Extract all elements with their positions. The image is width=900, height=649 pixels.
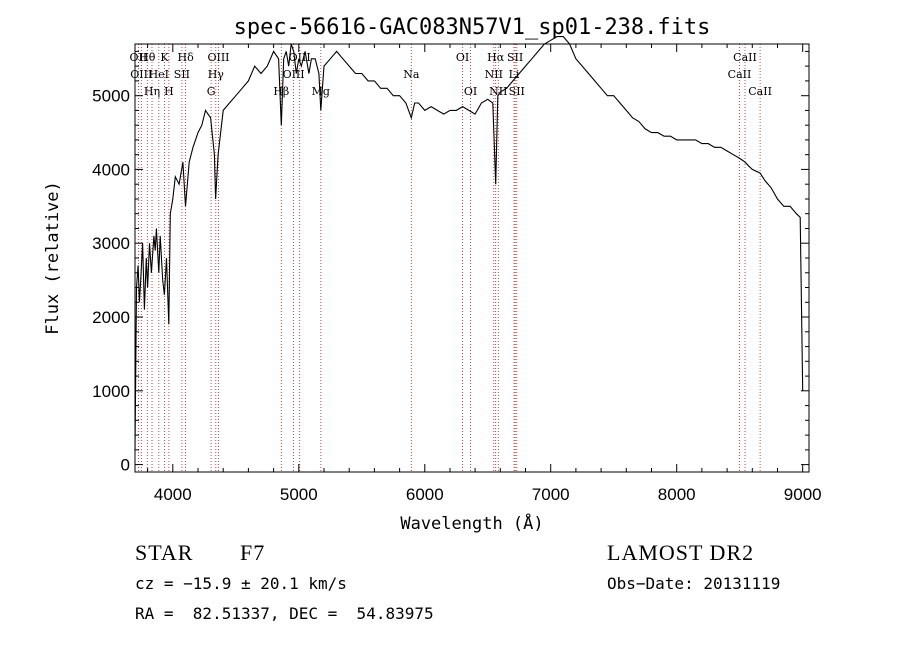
y-axis: 0 1000 2000 3000 4000 5000 [92,50,809,475]
line-label-2: Hδ [177,51,194,64]
x-axis: 4000 5000 6000 7000 8000 9000 [147,44,822,504]
ra-dec-coordinates: RA = 82.51337, DEC = 54.83975 [135,604,434,623]
line-label-14: Na [403,68,420,81]
line-label-11: SII [174,68,190,81]
y-tick-label-2000: 2000 [92,308,130,327]
redshift-cz: cz = −15.9 ± 20.1 km/s [135,574,347,593]
object-class: STAR [135,540,194,565]
line-label-15: NII [485,68,503,81]
x-tick-label-7000: 7000 [532,485,570,504]
line-label-20: H [164,85,174,98]
line-label-1: K [160,51,169,64]
x-axis-label: Wavelength (Å) [400,512,543,534]
x-tick-label-8000: 8000 [658,485,696,504]
line-label-5: OI [456,51,469,64]
line-label-10: HeI [149,68,169,81]
spectral-line-markers [137,44,761,472]
line-label-7: SII [507,51,523,64]
line-label-26: SII [509,85,525,98]
line-label-13: OIII [283,68,305,81]
observation-date: Obs−Date: 20131119 [607,574,781,593]
line-label-24: OI [464,85,477,98]
y-tick-label-4000: 4000 [92,160,130,179]
survey-name: LAMOST DR2 [607,540,755,565]
line-label-16: Li [509,68,520,81]
line-label-8: CaII [733,51,757,64]
line-label-25: NII [489,85,507,98]
x-tick-label-4000: 4000 [154,485,192,504]
line-label-18: OIII [130,68,152,81]
object-subclass: F7 [240,540,266,565]
line-label-6: Hα [487,51,505,64]
spectrum-line [134,36,804,450]
y-tick-label-3000: 3000 [92,234,130,253]
y-tick-label-0: 0 [121,456,130,475]
line-label-12: Hγ [208,68,225,81]
line-label-9: OII [130,51,148,64]
x-tick-label-6000: 6000 [406,485,444,504]
line-label-27: CaII [748,85,772,98]
y-tick-label-1000: 1000 [92,382,130,401]
line-label-17: CaII [728,68,752,81]
plot-frame [134,43,810,473]
line-label-23: Mg [312,85,330,98]
line-label-0: Hθ [139,51,156,64]
y-tick-label-5000: 5000 [92,87,130,106]
line-label-22: Hβ [273,85,289,98]
line-label-21: G [207,85,216,98]
chart-title: spec-56616-GAC083N57V1_sp01-238.fits [234,15,711,40]
x-tick-label-5000: 5000 [280,485,318,504]
line-label-19: Hη [144,85,160,98]
x-tick-label-9000: 9000 [784,485,822,504]
y-axis-label: Flux (relative) [43,181,63,335]
line-label-3: OIII [207,51,229,64]
